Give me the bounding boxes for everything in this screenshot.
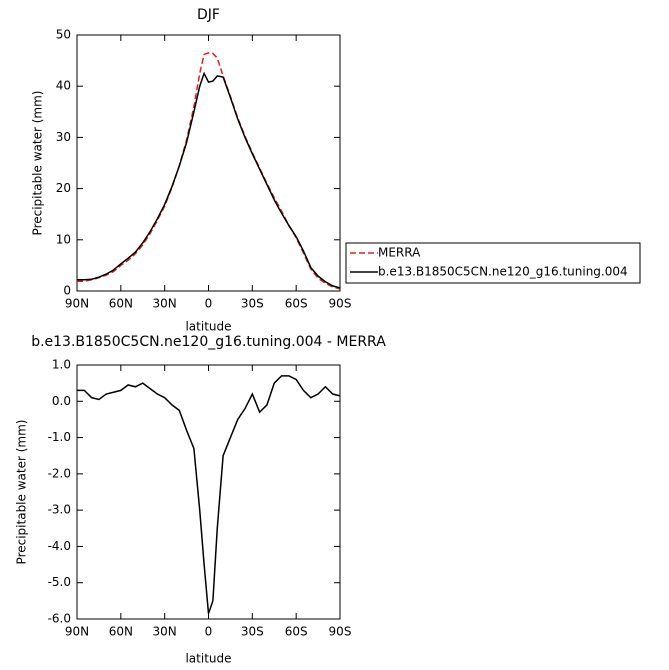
x-tick-label: 90S <box>329 297 352 311</box>
y-tick-label: -4.0 <box>48 539 71 553</box>
plot-frame <box>76 364 341 620</box>
y-tick-label: -1.0 <box>48 430 71 444</box>
y-tick-label: -5.0 <box>48 575 71 589</box>
plot-frame <box>76 34 341 292</box>
y-tick-label: 50 <box>56 28 71 42</box>
x-tick-label: 30N <box>153 297 177 311</box>
y-tick-label: 10 <box>56 232 71 246</box>
x-axis-label: latitude <box>185 652 231 666</box>
x-tick-label: 60N <box>109 297 133 311</box>
y-tick-label: -6.0 <box>48 612 71 626</box>
y-axis-label: Precipitable water (mm) <box>31 91 45 236</box>
data-line <box>77 375 341 614</box>
chart-title: b.e13.B1850C5CN.ne120_g16.tuning.004 - M… <box>31 334 386 350</box>
x-tick-label: 0 <box>205 625 213 639</box>
x-tick-label: 60N <box>109 625 133 639</box>
x-axis-label: latitude <box>185 320 231 334</box>
data-line <box>77 52 341 290</box>
y-axis-label: Precipitable water (mm) <box>15 420 29 565</box>
y-tick-label: 0 <box>63 284 71 298</box>
y-tick-label: 20 <box>56 181 71 195</box>
y-tick-label: 40 <box>56 79 71 93</box>
x-tick-label: 90N <box>65 625 89 639</box>
y-tick-label: -2.0 <box>48 466 71 480</box>
legend-label: b.e13.B1850C5CN.ne120_g16.tuning.004 <box>378 265 628 279</box>
x-tick-label: 30S <box>241 297 264 311</box>
y-tick-label: 30 <box>56 130 71 144</box>
y-tick-label: -3.0 <box>48 503 71 517</box>
x-tick-label: 90N <box>65 297 89 311</box>
x-tick-label: 0 <box>205 297 213 311</box>
y-tick-label: 0.0 <box>52 394 71 408</box>
x-tick-label: 60S <box>285 625 308 639</box>
x-tick-label: 30S <box>241 625 264 639</box>
y-tick-label: 1.0 <box>52 358 71 372</box>
legend-box <box>345 242 641 284</box>
x-tick-label: 30N <box>153 625 177 639</box>
chart-title: DJF <box>197 7 220 23</box>
legend-label: MERRA <box>378 246 421 260</box>
x-tick-label: 60S <box>285 297 308 311</box>
x-tick-label: 90S <box>329 625 352 639</box>
data-line <box>77 71 341 289</box>
